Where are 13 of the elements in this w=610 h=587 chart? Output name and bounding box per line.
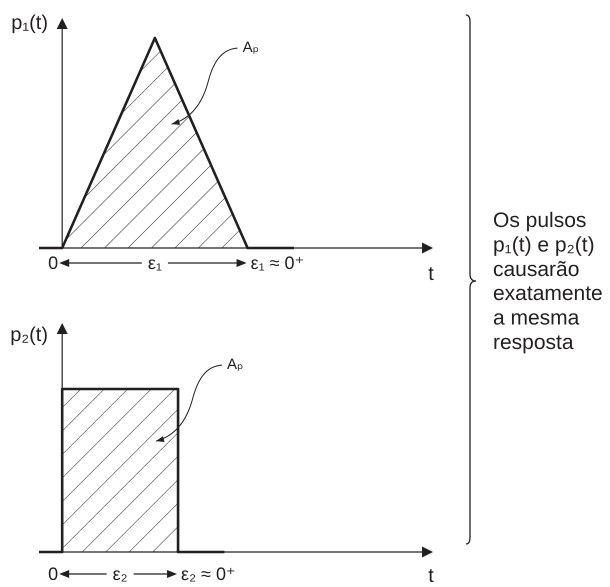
x-axis-title: t — [428, 263, 434, 285]
text: 0 — [48, 253, 58, 273]
text: 0 — [48, 564, 58, 584]
text: ε₁ — [148, 253, 162, 273]
y-axis-title: p₂(t) — [10, 324, 48, 346]
text: ε₁ ≈ 0⁺ — [250, 253, 304, 273]
annotation: Aₚ — [242, 39, 260, 56]
text: ε₂ — [112, 564, 128, 584]
text: Aₚ — [227, 356, 244, 374]
text: Os pulsos p₁(t) e p₂(t) causarão exatamente a mesma resposta — [493, 209, 603, 354]
x-axis-title: t — [428, 565, 434, 587]
y-axis-title: p₁(t) — [11, 12, 48, 34]
text: ε₂ ≈ 0⁺ — [181, 564, 236, 584]
